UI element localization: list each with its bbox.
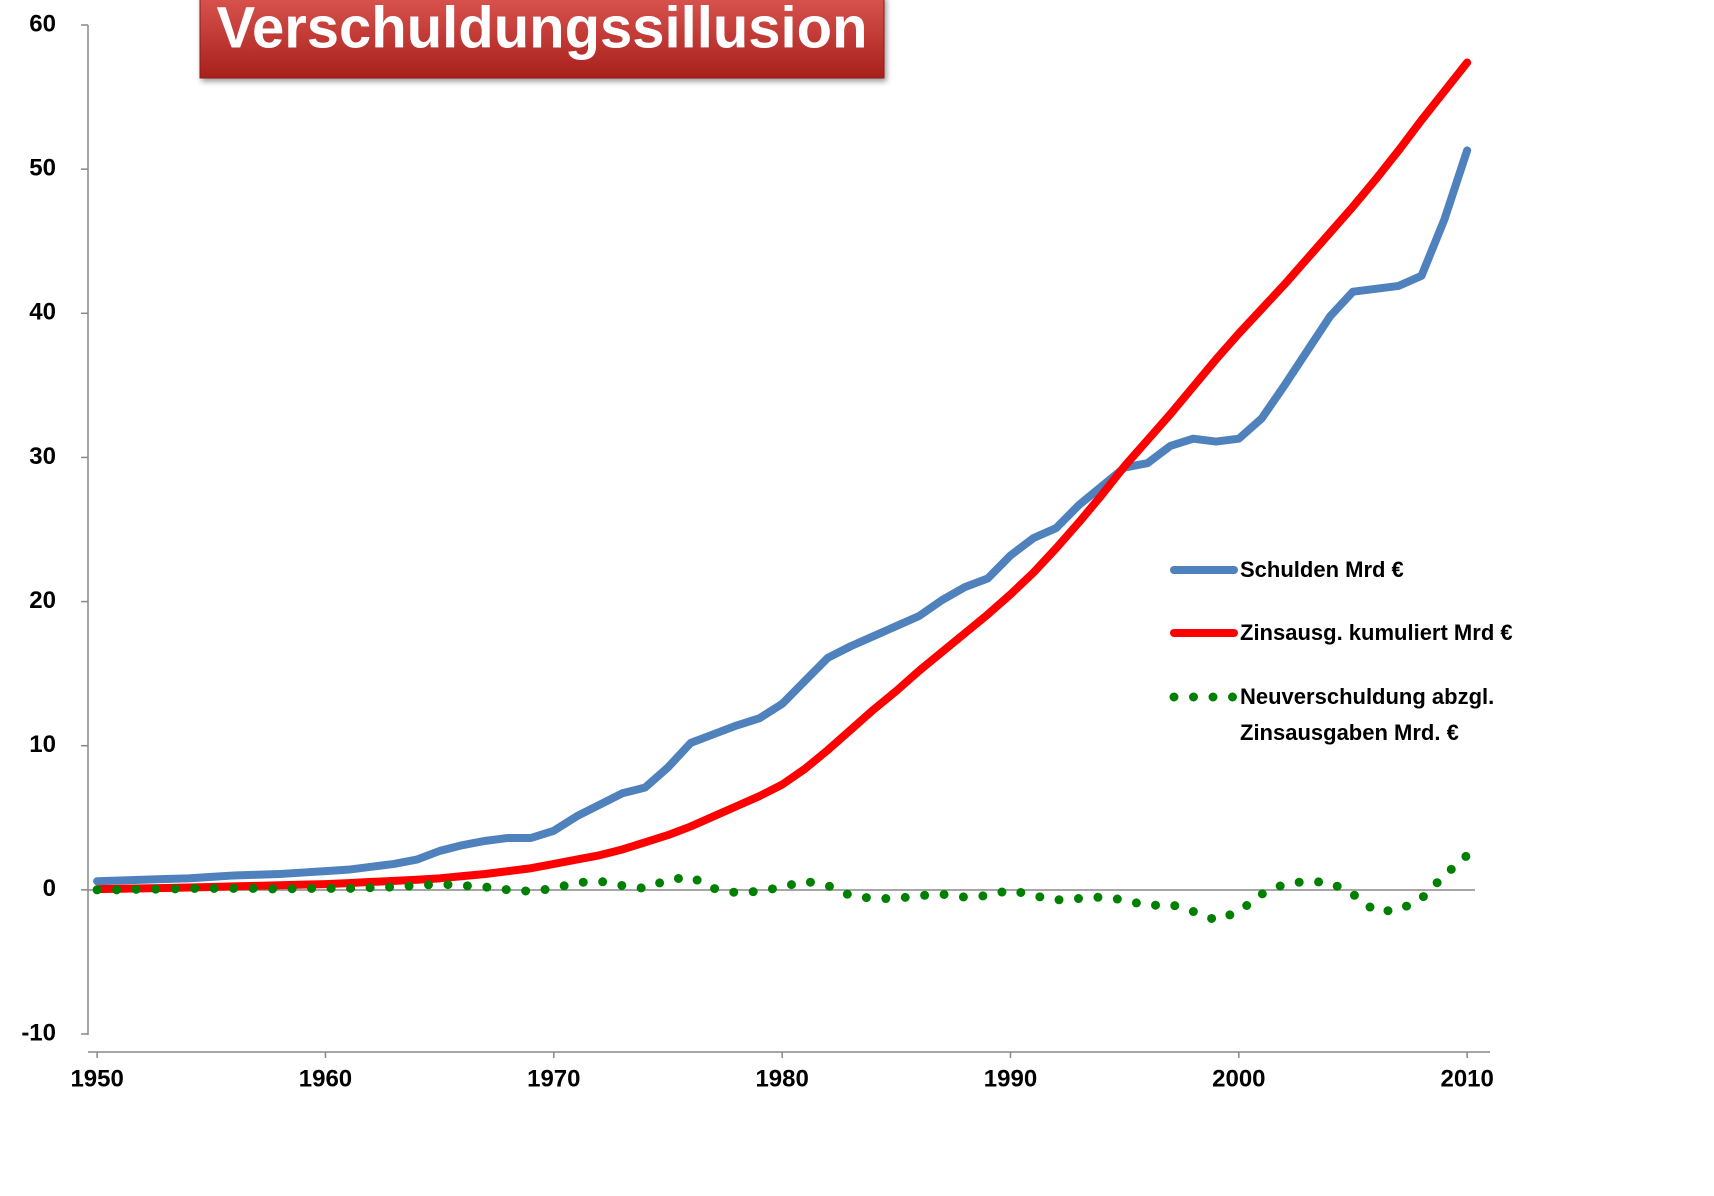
chart-title: Verschuldungssillusion (216, 0, 867, 60)
x-tick-label: 1990 (984, 1065, 1037, 1092)
y-tick-label: 0 (43, 875, 56, 902)
legend-label: Schulden Mrd € (1240, 557, 1404, 582)
x-tick-label: 2000 (1212, 1065, 1265, 1092)
y-tick-label: 20 (29, 587, 56, 614)
x-tick-label: 1960 (299, 1065, 352, 1092)
x-tick-label: 1980 (755, 1065, 808, 1092)
legend-label: Neuverschuldung abzgl. Zinsausgaben Mrd.… (1240, 684, 1495, 745)
x-tick-label: 1970 (527, 1065, 580, 1092)
series-line (93, 146, 1472, 886)
x-tick-label: 2010 (1440, 1065, 1493, 1092)
y-tick-label: 30 (29, 443, 56, 470)
y-tick-label: -10 (21, 1019, 56, 1046)
y-tick-label: 50 (29, 154, 56, 181)
y-tick-label: 10 (29, 731, 56, 758)
x-tick-label: 1950 (70, 1065, 123, 1092)
y-tick-label: 40 (29, 299, 56, 326)
y-tick-label: 60 (29, 10, 56, 37)
legend-label: Zinsausg. kumuliert Mrd € (1240, 620, 1513, 645)
series-line (93, 58, 1472, 894)
title-box (199, 0, 885, 79)
